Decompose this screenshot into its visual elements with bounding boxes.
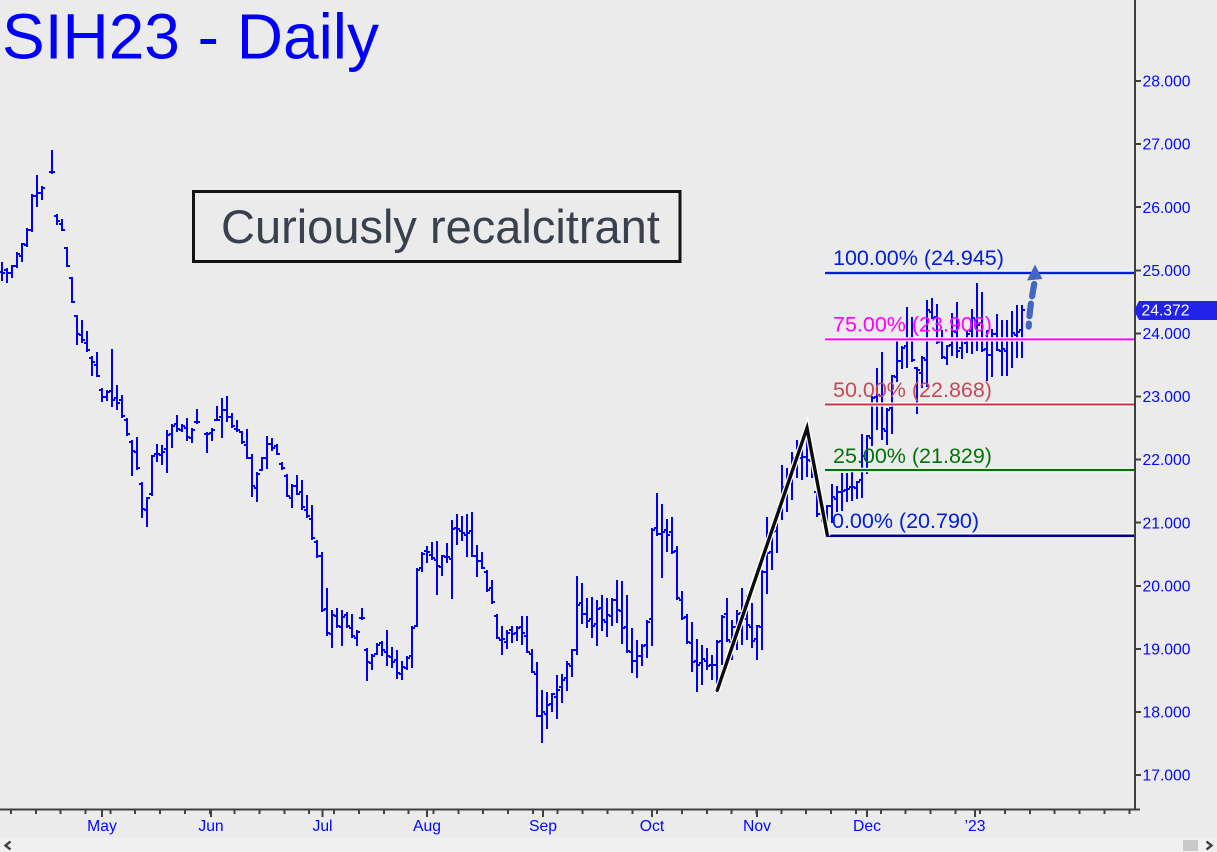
svg-text:25.000: 25.000 — [1143, 263, 1191, 280]
svg-text:50.00% (22.868): 50.00% (22.868) — [833, 378, 992, 402]
svg-text:May: May — [87, 818, 117, 835]
svg-text:22.000: 22.000 — [1143, 452, 1191, 469]
svg-text:’23: ’23 — [965, 818, 986, 835]
svg-text:18.000: 18.000 — [1143, 705, 1191, 722]
svg-text:Dec: Dec — [853, 818, 881, 835]
svg-text:23.000: 23.000 — [1143, 389, 1191, 406]
svg-text:Curiously recalcitrant: Curiously recalcitrant — [221, 200, 660, 253]
svg-text:SIH23 - Daily: SIH23 - Daily — [2, 1, 379, 73]
svg-text:75.00% (23.906): 75.00% (23.906) — [833, 313, 992, 337]
svg-text:100.00% (24.945): 100.00% (24.945) — [833, 246, 1004, 270]
svg-text:24.000: 24.000 — [1143, 326, 1191, 343]
svg-text:26.000: 26.000 — [1143, 200, 1191, 217]
svg-text:28.000: 28.000 — [1143, 74, 1191, 91]
svg-text:25.00% (21.829): 25.00% (21.829) — [833, 444, 992, 468]
svg-text:Jun: Jun — [198, 818, 223, 835]
svg-text:Aug: Aug — [413, 818, 441, 835]
svg-text:Nov: Nov — [743, 818, 771, 835]
svg-text:27.000: 27.000 — [1143, 137, 1191, 154]
svg-text:21.000: 21.000 — [1143, 515, 1191, 532]
svg-text:24.372: 24.372 — [1142, 303, 1190, 320]
svg-text:Oct: Oct — [640, 818, 665, 835]
svg-text:17.000: 17.000 — [1143, 768, 1191, 785]
svg-text:20.000: 20.000 — [1143, 578, 1191, 595]
svg-text:Jul: Jul — [312, 818, 332, 835]
svg-text:Sep: Sep — [529, 818, 557, 835]
svg-text:0.00% (20.790): 0.00% (20.790) — [832, 509, 979, 533]
svg-text:19.000: 19.000 — [1143, 642, 1191, 659]
